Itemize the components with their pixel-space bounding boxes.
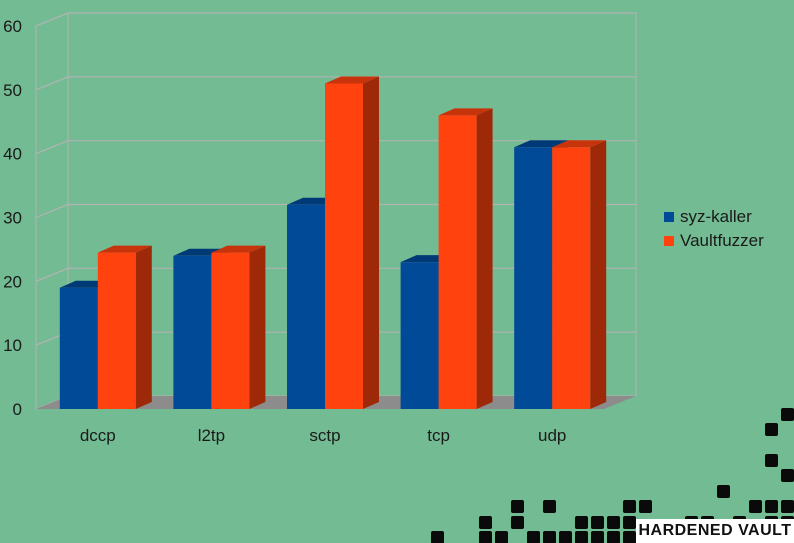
x-axis-ticks: dccp l2tp sctp tcp udp <box>80 426 567 445</box>
pixel-block <box>623 531 636 543</box>
pixel-block <box>559 531 572 543</box>
pixel-block <box>431 531 444 543</box>
pixel-block <box>781 500 794 513</box>
pixel-block <box>765 500 778 513</box>
pixel-block <box>543 500 556 513</box>
pixel-block <box>575 531 588 543</box>
y-tick-label: 60 <box>3 17 22 36</box>
bar-tcp-vaultfuzzer <box>438 108 493 409</box>
pixel-block <box>511 500 524 513</box>
bar-top <box>325 76 379 84</box>
x-tick-label: l2tp <box>198 426 225 445</box>
bar-side <box>135 245 152 409</box>
gridline <box>35 12 636 27</box>
legend: syz-kaller Vaultfuzzer <box>664 205 764 253</box>
bar-front <box>438 115 477 409</box>
pixel-block <box>591 516 604 529</box>
y-tick-label: 30 <box>3 209 22 228</box>
bar-side <box>363 76 379 409</box>
bar-side <box>249 245 266 409</box>
pixel-block <box>607 531 620 543</box>
bar-side <box>476 108 493 409</box>
legend-swatch <box>664 236 674 246</box>
y-tick-label: 0 <box>13 400 22 419</box>
legend-item-syz-kaller: syz-kaller <box>664 205 764 229</box>
bar-l2tp-vaultfuzzer <box>211 245 266 409</box>
pixel-block <box>781 408 794 421</box>
pixel-block <box>639 500 652 513</box>
bar-front <box>325 83 363 409</box>
y-tick-label: 10 <box>3 336 22 355</box>
legend-item-vaultfuzzer: Vaultfuzzer <box>664 229 764 253</box>
y-axis-ticks: 0 10 20 30 40 50 60 <box>3 17 22 419</box>
hardened-vault-logo: HARDENED VAULT <box>636 519 794 543</box>
bar-front <box>97 252 136 409</box>
bar-front <box>211 252 250 409</box>
bar-front <box>287 204 325 409</box>
pixel-block <box>765 423 778 436</box>
gridline <box>35 76 636 91</box>
pixel-block <box>575 516 588 529</box>
bar-top <box>552 140 607 148</box>
pixel-block <box>527 531 540 543</box>
x-tick-label: tcp <box>427 426 450 445</box>
legend-label: Vaultfuzzer <box>680 231 764 250</box>
bar-dccp-vaultfuzzer <box>97 245 152 409</box>
pixel-block <box>781 469 794 482</box>
bar-top <box>438 108 493 116</box>
x-tick-label: udp <box>538 426 566 445</box>
bar-sctp-vaultfuzzer <box>325 76 379 409</box>
bar-side <box>590 140 607 410</box>
bar-front <box>400 262 439 409</box>
bar-front <box>514 147 553 410</box>
y-tick-label: 40 <box>3 145 22 164</box>
y-tick-label: 20 <box>3 272 22 291</box>
pixel-block <box>591 531 604 543</box>
legend-label: syz-kaller <box>680 207 752 226</box>
pixel-block <box>607 516 620 529</box>
pixel-block <box>623 516 636 529</box>
bars <box>59 76 607 410</box>
pixel-block <box>479 516 492 529</box>
x-tick-label: dccp <box>80 426 116 445</box>
bar-top <box>97 245 152 253</box>
bar-udp-vaultfuzzer <box>552 140 607 410</box>
pixel-block <box>543 531 556 543</box>
bar-front <box>173 255 212 409</box>
bar-front <box>59 287 98 409</box>
pixel-block <box>749 500 762 513</box>
pixel-block <box>717 485 730 498</box>
pixel-block <box>765 454 778 467</box>
x-tick-label: sctp <box>309 426 340 445</box>
pixel-block <box>495 531 508 543</box>
pixel-block <box>479 531 492 543</box>
bar-front <box>552 147 591 410</box>
pixel-block <box>623 500 636 513</box>
bar-top <box>211 245 266 253</box>
pixel-block <box>511 516 524 529</box>
legend-swatch <box>664 212 674 222</box>
y-tick-label: 50 <box>3 81 22 100</box>
bar-top <box>514 140 569 148</box>
